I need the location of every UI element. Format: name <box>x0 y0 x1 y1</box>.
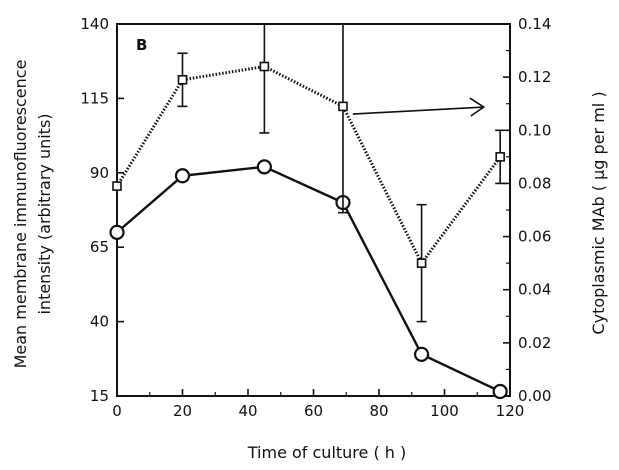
y-right-axis-title: Cytoplasmic MAb ( µg per ml ) <box>589 91 608 334</box>
x-tick-label: 20 <box>173 402 192 420</box>
data-point-square <box>495 152 505 162</box>
y-left-tick-label: 115 <box>80 89 109 107</box>
plot-frame-group <box>116 23 511 397</box>
y-left-tick-label: 15 <box>90 387 109 405</box>
data-point-square <box>338 101 348 112</box>
data-point-circle <box>256 159 272 175</box>
series-group <box>109 24 508 400</box>
y-left-axis-title-line2: intensity (arbitrary units) <box>35 113 54 314</box>
y-right-tick-label: 0.02 <box>518 334 551 352</box>
x-tick-label: 120 <box>496 402 525 420</box>
y-left-tick-label: 140 <box>80 15 109 33</box>
labels-group: B Time of culture ( h ) Mean membrane im… <box>11 36 608 462</box>
data-point-circle <box>174 168 191 184</box>
x-tick-label: 0 <box>112 402 122 420</box>
data-point-square <box>416 258 427 268</box>
x-tick-label: 100 <box>430 402 459 420</box>
x-tick-label: 60 <box>304 402 323 420</box>
y-left-tick-label: 40 <box>90 313 109 331</box>
plot-area-border <box>116 23 511 397</box>
y-right-tick-label: 0.04 <box>518 281 551 299</box>
y-right-tick-label: 0.14 <box>518 15 551 33</box>
data-point-square <box>112 181 122 191</box>
y-right-tick-label: 0.08 <box>518 174 551 192</box>
y-right-tick-label: 0.10 <box>518 121 551 139</box>
y-right-tick-label: 0.00 <box>518 387 551 405</box>
series-line-square <box>115 64 502 266</box>
y-right-tick-label: 0.12 <box>518 68 551 86</box>
data-point-circle <box>413 346 430 362</box>
x-axis-title: Time of culture ( h ) <box>247 443 407 462</box>
data-point-circle <box>109 224 125 240</box>
y-right-tick-label: 0.06 <box>518 228 551 246</box>
data-point-square <box>259 61 270 72</box>
annotation-arrow-head <box>469 97 486 117</box>
data-point-square <box>177 75 188 85</box>
panel-label: B <box>136 36 147 54</box>
y-left-tick-label: 65 <box>90 238 109 256</box>
y-left-axis-title-line1: Mean membrane immunofluorescence <box>11 60 30 369</box>
ticks-group: 0 20 40 60 80 100 120 15 40 65 90 115 140 0.00 0.02 0.0… <box>80 15 551 420</box>
data-point-circle <box>492 383 508 400</box>
annotation-arrow-shaft <box>352 106 484 115</box>
y-left-tick-label: 90 <box>90 164 109 182</box>
x-tick-label: 40 <box>238 402 257 420</box>
x-tick-label: 80 <box>369 402 388 420</box>
series-line-circle <box>116 165 501 393</box>
